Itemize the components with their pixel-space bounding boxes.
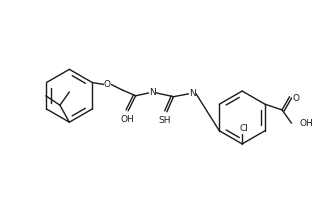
Text: O: O xyxy=(292,94,300,103)
Text: SH: SH xyxy=(159,116,171,125)
Text: O: O xyxy=(104,80,111,89)
Text: N: N xyxy=(149,88,156,97)
Text: OH: OH xyxy=(299,119,313,128)
Text: OH: OH xyxy=(120,115,134,124)
Text: Cl: Cl xyxy=(239,124,249,133)
Text: N: N xyxy=(189,89,196,98)
